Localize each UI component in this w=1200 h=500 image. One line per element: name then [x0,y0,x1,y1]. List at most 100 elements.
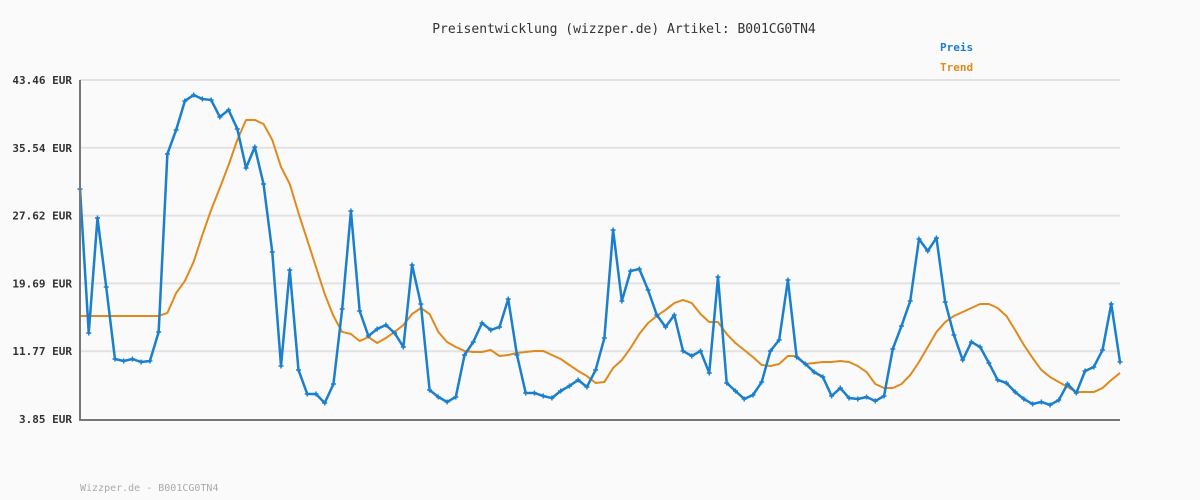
data-point [881,393,887,399]
data-point [995,377,1001,383]
data-point [724,380,730,386]
data-point [968,339,974,345]
data-point [864,394,870,400]
data-point [269,249,275,255]
data-point [392,330,398,336]
data-point [121,358,127,364]
data-point [767,348,773,354]
data-point [811,369,817,375]
data-point [794,354,800,360]
data-point [383,322,389,328]
data-point [741,396,747,402]
data-point [732,388,738,394]
y-tick-label: 3.85 EUR [19,413,72,426]
data-point [444,399,450,405]
data-point [890,346,896,352]
data-point [103,284,109,290]
data-point [295,367,301,373]
data-point [558,388,564,394]
data-point [837,385,843,391]
data-point [689,353,695,359]
data-point [855,396,861,402]
data-point [680,348,686,354]
data-point [208,97,214,103]
data-point [759,379,765,385]
data-point [1056,397,1062,403]
data-point [925,248,931,254]
legend-trend: Trend [940,61,973,74]
y-axis-ticks: 3.85 EUR 11.77 EUR 19.69 EUR 27.62 EUR 35.54… [12,74,72,426]
data-point [86,330,92,336]
data-point [907,298,913,304]
data-point [601,335,607,341]
data-point [409,262,415,268]
data-point [1073,390,1079,396]
data-point [899,323,905,329]
data-point [1082,368,1088,374]
y-tick-label: 43.46 EUR [12,74,72,87]
data-point [243,165,249,171]
data-point [182,98,188,104]
data-point [1065,381,1071,387]
data-point [1108,301,1114,307]
data-point [977,344,983,350]
legend-preis: Preis [940,41,973,54]
data-point [1012,389,1018,395]
data-point [829,393,835,399]
data-point [531,390,537,396]
data-point [1091,364,1097,370]
data-point [636,266,642,272]
data-point [593,367,599,373]
data-point [802,361,808,367]
data-point [698,348,704,354]
data-point [453,394,459,400]
data-point [960,357,966,363]
data-point [330,381,336,387]
data-point [1038,399,1044,405]
data-point [156,329,162,335]
y-tick-label: 35.54 EUR [12,142,72,155]
data-point [348,208,354,214]
y-tick-label: 11.77 EUR [12,345,72,358]
data-point [1047,402,1053,408]
data-point [234,126,240,132]
data-point [523,390,529,396]
data-point [252,144,258,150]
data-point [278,363,284,369]
data-point [261,181,267,187]
data-point [418,301,424,307]
data-point [147,358,153,364]
data-point [479,320,485,326]
data-point [706,370,712,376]
data-point [1003,380,1009,386]
data-point [1021,396,1027,402]
data-point [872,398,878,404]
data-point [313,391,319,397]
data-point [628,268,634,274]
data-point [986,360,992,366]
data-point [584,384,590,390]
data-point [610,227,616,233]
data-point [112,356,118,362]
data-point [715,274,721,280]
data-point [671,312,677,318]
data-point [138,359,144,365]
data-point [566,383,572,389]
data-point [427,387,433,393]
data-point [94,215,100,221]
data-point [933,235,939,241]
data-point [435,394,441,400]
data-point [540,393,546,399]
data-point [514,352,520,358]
data-point [226,107,232,113]
data-point [488,327,494,333]
data-point [357,308,363,314]
series-line-trend [80,118,1121,394]
data-point [645,287,651,293]
data-point [173,127,179,133]
data-point [365,333,371,339]
data-point [339,306,345,312]
data-point [164,151,170,157]
data-point [129,356,135,362]
